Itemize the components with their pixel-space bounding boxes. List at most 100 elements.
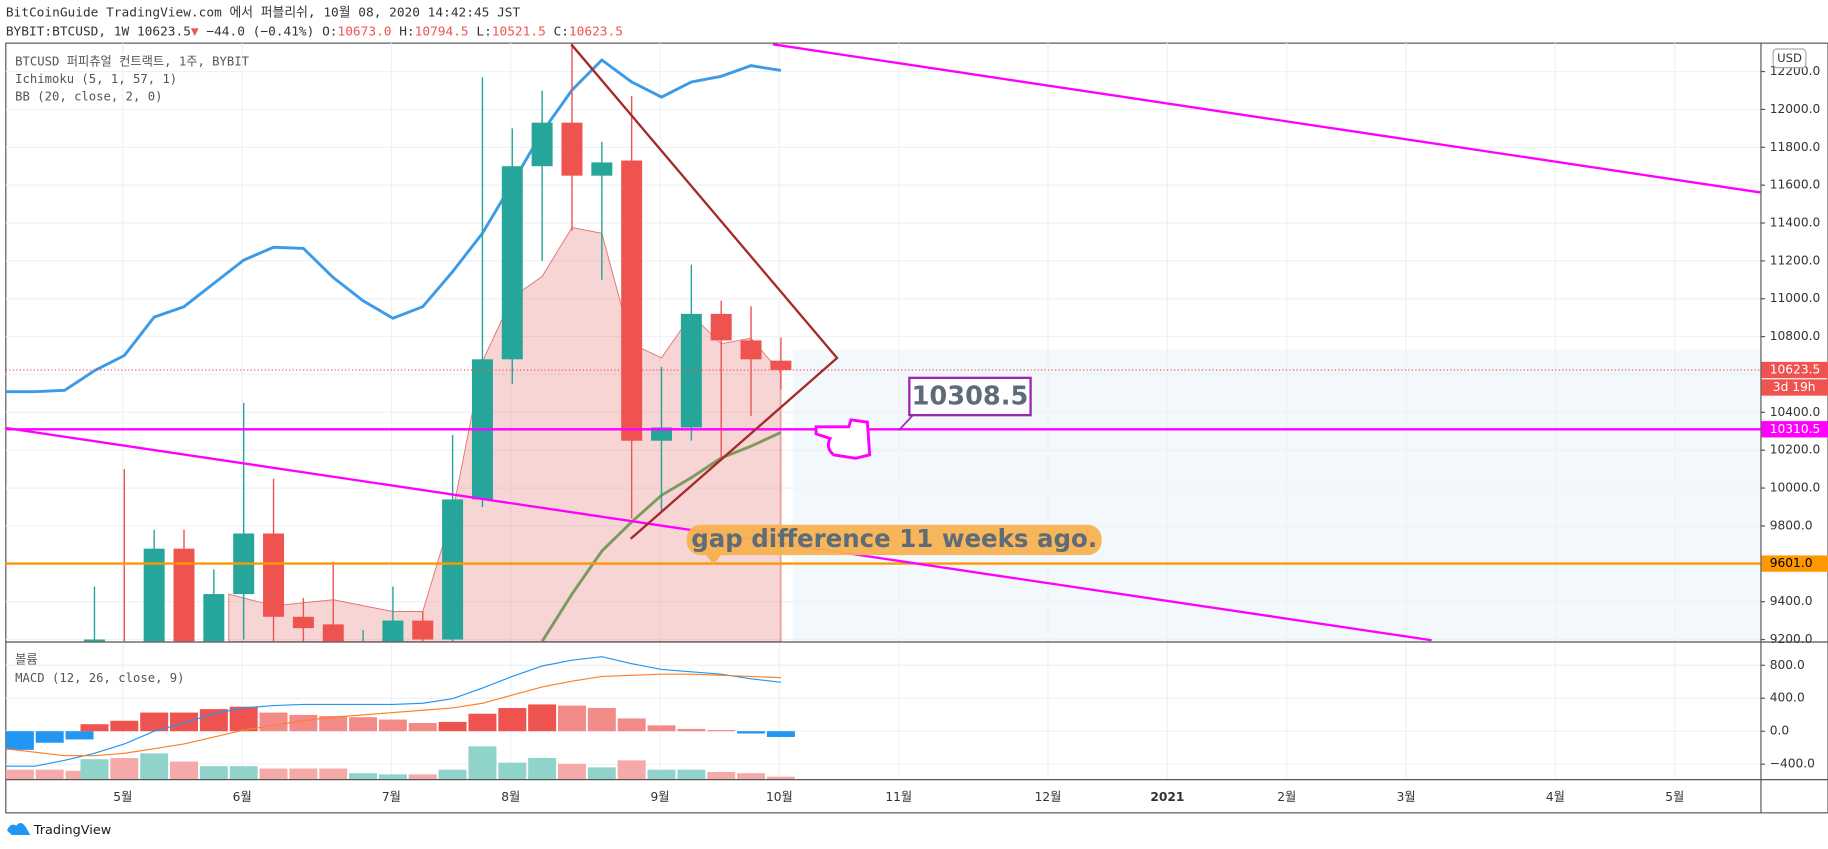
macd-histogram-bar xyxy=(618,718,646,731)
macd-histogram-bar xyxy=(528,704,556,731)
volume-bar xyxy=(588,767,616,779)
volume-bar xyxy=(349,773,377,779)
candle-body xyxy=(263,533,284,616)
macd-histogram-bar xyxy=(110,721,138,731)
macd-histogram-bar xyxy=(498,708,526,731)
macd-histogram-bar xyxy=(767,731,795,737)
y-tick-label: 11800.0 xyxy=(1770,140,1821,154)
candle-body xyxy=(591,162,612,175)
ohlc-key: C: xyxy=(554,24,569,39)
y-tick-label: 10400.0 xyxy=(1770,405,1821,419)
volume-bar xyxy=(767,777,795,779)
volume-bar xyxy=(528,758,556,779)
macd-histogram-bar xyxy=(588,708,616,731)
header-line: BitCoinGuide TradingView.com 에서 퍼블리쉬, 10… xyxy=(6,5,521,20)
symbol: BYBIT:BTCUSD, 1W xyxy=(6,24,130,39)
ohlc-value: 10623.5 xyxy=(569,24,623,39)
candle-body xyxy=(770,361,791,370)
candle-body xyxy=(741,340,762,359)
y-tick-label: 9200.0 xyxy=(1770,632,1813,646)
macd-histogram-bar xyxy=(80,724,108,731)
volume-bar xyxy=(140,753,168,779)
ohlc-value: 10794.5 xyxy=(415,24,469,39)
macd-histogram-bar xyxy=(349,717,377,731)
macd-histogram-bar xyxy=(289,715,317,731)
ohlc-key: L: xyxy=(476,24,491,39)
macd-histogram-bar xyxy=(737,731,765,733)
candle-body xyxy=(711,314,732,341)
candle-body xyxy=(502,166,523,359)
candle-body xyxy=(681,314,702,428)
volume-bar xyxy=(36,770,64,779)
volume-bar xyxy=(289,769,317,779)
macd-histogram-bar xyxy=(170,713,198,732)
volume-bar xyxy=(677,770,705,779)
volume-bar xyxy=(230,766,258,779)
x-tick-label: 10월 xyxy=(766,790,793,804)
price-tag-label: 9601.0 xyxy=(1770,556,1813,570)
y-tick-label: 10000.0 xyxy=(1770,481,1821,495)
callout-text: 10308.5 xyxy=(912,382,1029,412)
x-tick-label: 9월 xyxy=(650,790,669,804)
ohlc-key: H: xyxy=(399,24,414,39)
y-tick-label: 0.0 xyxy=(1770,724,1789,738)
macd-histogram-bar xyxy=(260,713,288,732)
price: 10623.5 xyxy=(137,24,191,39)
volume-bar xyxy=(498,763,526,779)
y-tick-label: 9800.0 xyxy=(1770,518,1813,532)
y-tick-label: 9400.0 xyxy=(1770,594,1813,608)
y-tick-label: 11600.0 xyxy=(1770,178,1821,192)
x-tick-label: 2월 xyxy=(1277,790,1296,804)
ohlc-value: 10673.0 xyxy=(338,24,392,39)
y-tick-label: 10200.0 xyxy=(1770,443,1821,457)
screenshot: BitCoinGuide TradingView.com 에서 퍼블리쉬, 10… xyxy=(0,0,1828,849)
x-tick-label: 8월 xyxy=(501,790,520,804)
volume-bar xyxy=(618,760,646,779)
macd-histogram-bar xyxy=(36,731,64,743)
y-tick-label: 800.0 xyxy=(1770,658,1805,672)
x-tick-label: 5월 xyxy=(1665,790,1684,804)
volume-bar xyxy=(409,774,437,779)
ohlc-key: O: xyxy=(322,24,337,39)
candle-body xyxy=(442,499,463,639)
x-tick-label: 3월 xyxy=(1397,790,1416,804)
panel-title: 볼륨 xyxy=(15,653,38,667)
note-text: gap difference 11 weeks ago. xyxy=(691,524,1097,553)
candle-body xyxy=(412,621,433,640)
x-tick-label: 4월 xyxy=(1546,790,1565,804)
panel-title: MACD (12, 26, close, 9) xyxy=(15,671,184,685)
chart-title: BTCUSD 퍼피츄얼 컨트랙트, 1주, BYBIT xyxy=(15,54,249,68)
price-tag-label: 10310.5 xyxy=(1770,422,1821,436)
y-tick-label: 400.0 xyxy=(1770,691,1805,705)
macd-histogram-bar xyxy=(707,730,735,731)
volume-bar xyxy=(260,769,288,779)
y-tick-label: 12000.0 xyxy=(1770,102,1821,116)
volume-bar xyxy=(468,746,496,779)
volume-bar xyxy=(80,759,108,779)
y-tick-label: 10800.0 xyxy=(1770,329,1821,343)
x-tick-label: 7월 xyxy=(382,790,401,804)
y-tick-label: 11400.0 xyxy=(1770,216,1821,230)
macd-histogram-bar xyxy=(558,706,586,732)
header-quote: BYBIT:BTCUSD, 1W 10623.5▼ −44.0 (−0.41%)… xyxy=(6,24,623,39)
y-tick-label: 11200.0 xyxy=(1770,253,1821,267)
candle-body xyxy=(621,161,642,441)
last-price-label: 10623.5 xyxy=(1770,363,1821,377)
indicator-label: Ichimoku (5, 1, 57, 1) xyxy=(15,72,177,86)
arrow: ▼ xyxy=(191,24,199,39)
candle-body xyxy=(293,617,314,628)
volume-bar xyxy=(319,769,347,779)
y-tick-label: 11000.0 xyxy=(1770,291,1821,305)
x-tick-label: 2021 xyxy=(1150,790,1184,804)
macd-histogram-bar xyxy=(677,729,705,731)
x-tick-label: 6월 xyxy=(233,790,252,804)
indicator-label: BB (20, close, 2, 0) xyxy=(15,89,162,103)
volume-bar xyxy=(648,770,676,779)
volume-bar xyxy=(737,773,765,779)
candle-body xyxy=(561,123,582,176)
macd-histogram-bar xyxy=(439,722,467,731)
currency: USD xyxy=(1777,51,1802,65)
volume-bar xyxy=(170,762,198,779)
volume-bar xyxy=(6,770,34,779)
footer-brand: TradingView xyxy=(33,823,111,838)
